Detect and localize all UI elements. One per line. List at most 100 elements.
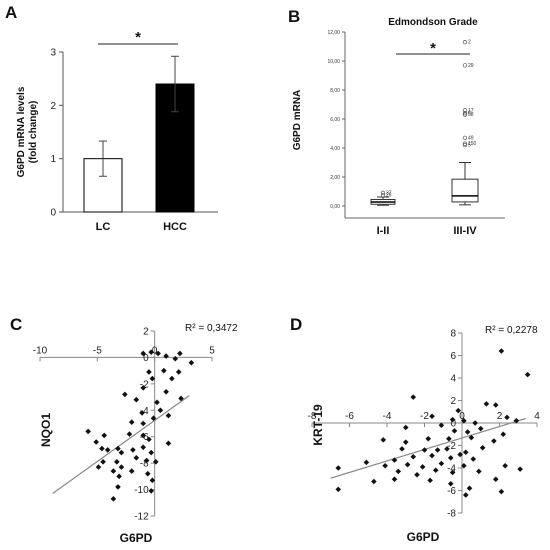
d-point: [402, 439, 409, 445]
d-point: [444, 446, 450, 452]
b-outlier: [462, 63, 468, 68]
d-point: [498, 348, 505, 354]
d-point: [476, 468, 482, 475]
d-point: [477, 425, 484, 432]
d-x-tick-label: -6: [345, 411, 354, 422]
panel-a-bar-chart: 0 1 2 3 LC HCC * G6PD mRNA levels(fold change): [16, 29, 218, 233]
d-point: [380, 437, 387, 443]
d-point: [371, 478, 377, 485]
c-point: [146, 436, 152, 443]
d-point: [395, 468, 402, 475]
c-point: [126, 431, 133, 437]
d-point: [429, 413, 435, 420]
d-point: [468, 434, 475, 441]
d-point: [462, 449, 469, 456]
b-outlier: [380, 192, 386, 198]
d-point: [513, 417, 520, 424]
d-point: [502, 462, 508, 469]
c-point: [140, 432, 146, 439]
c-point: [140, 420, 146, 427]
d-y-tick-label: -4: [447, 464, 456, 475]
d-x-tick-label: 0: [459, 411, 465, 422]
a-y-tick-label: 3: [50, 48, 56, 59]
c-point: [188, 359, 195, 366]
c-x-tick-label: 0: [152, 345, 158, 356]
b-outlier-label: 29: [468, 63, 474, 69]
c-point: [114, 459, 120, 465]
d-x-tick-label: -4: [383, 411, 392, 422]
d-point: [479, 444, 486, 451]
c-point: [155, 350, 161, 357]
c-point: [148, 349, 155, 355]
c-point: [110, 496, 117, 502]
c-point: [169, 375, 175, 382]
c-point: [140, 444, 146, 451]
b-outlier: [462, 108, 468, 113]
d-point: [500, 431, 507, 438]
d-point: [363, 459, 370, 466]
d-point: [391, 457, 398, 463]
c-x-tick-label: 5: [209, 345, 215, 356]
c-point: [144, 470, 151, 477]
b-box: [451, 178, 479, 203]
c-point: [154, 399, 160, 406]
b-y-tick-label: 6,00: [330, 117, 340, 123]
c-point: [122, 391, 128, 398]
b-y-axis-label: G6PD mRNA: [292, 90, 303, 151]
d-point: [432, 467, 439, 474]
panel-letter-d: D: [290, 315, 302, 334]
c-x-tick-label: -10: [33, 345, 48, 356]
c-point: [133, 396, 140, 403]
b-outlier-label: 26: [386, 193, 392, 199]
b-y-tick-label: 4,00: [330, 146, 340, 152]
d-point: [434, 447, 441, 453]
b-y-tick-label: 2,00: [330, 175, 340, 181]
c-point: [133, 455, 140, 461]
c-point: [130, 447, 136, 453]
c-r-squared: R² = 0,3472: [185, 323, 238, 334]
d-point: [410, 394, 417, 400]
d-point: [447, 480, 454, 487]
c-point: [148, 488, 155, 494]
b-category-label: I-II: [377, 225, 390, 237]
d-point: [382, 462, 388, 469]
c-point: [163, 388, 169, 395]
d-point: [498, 488, 505, 495]
c-point: [172, 355, 179, 362]
a-y-tick-label: 0: [50, 208, 56, 219]
b-y-tick-label: 10,00: [327, 59, 340, 65]
d-point: [402, 424, 409, 431]
d-point: [391, 476, 398, 483]
c-point: [115, 445, 121, 452]
b-outlier: [462, 142, 468, 148]
d-point: [462, 492, 469, 498]
d-point: [504, 414, 510, 421]
b-outlier-label: 150: [468, 141, 477, 147]
a-y-tick-label: 2: [50, 101, 56, 112]
c-point: [118, 464, 125, 470]
a-y-axis-label: G6PD mRNA levels(fold change): [16, 86, 39, 177]
c-y-tick-label: -10: [134, 485, 149, 496]
c-point: [116, 473, 122, 480]
panel-letter-a: A: [5, 3, 17, 22]
c-point: [165, 412, 172, 419]
c-point: [149, 375, 156, 382]
c-point: [178, 395, 184, 402]
d-point: [449, 416, 456, 423]
d-point: [524, 371, 531, 378]
b-outlier: [462, 112, 468, 117]
d-x-axis-label: G6PD: [407, 530, 440, 544]
d-point: [335, 486, 342, 493]
a-category-label: HCC: [163, 221, 187, 233]
c-y-tick-label: -8: [140, 459, 149, 470]
d-point: [466, 485, 473, 492]
d-point: [517, 466, 523, 472]
d-x-tick-label: -8: [308, 411, 317, 422]
d-point: [335, 465, 342, 471]
c-point: [149, 477, 156, 484]
d-x-tick-label: 2: [497, 411, 503, 422]
b-title: Edmondson Grade: [388, 17, 478, 28]
d-point: [429, 452, 435, 459]
